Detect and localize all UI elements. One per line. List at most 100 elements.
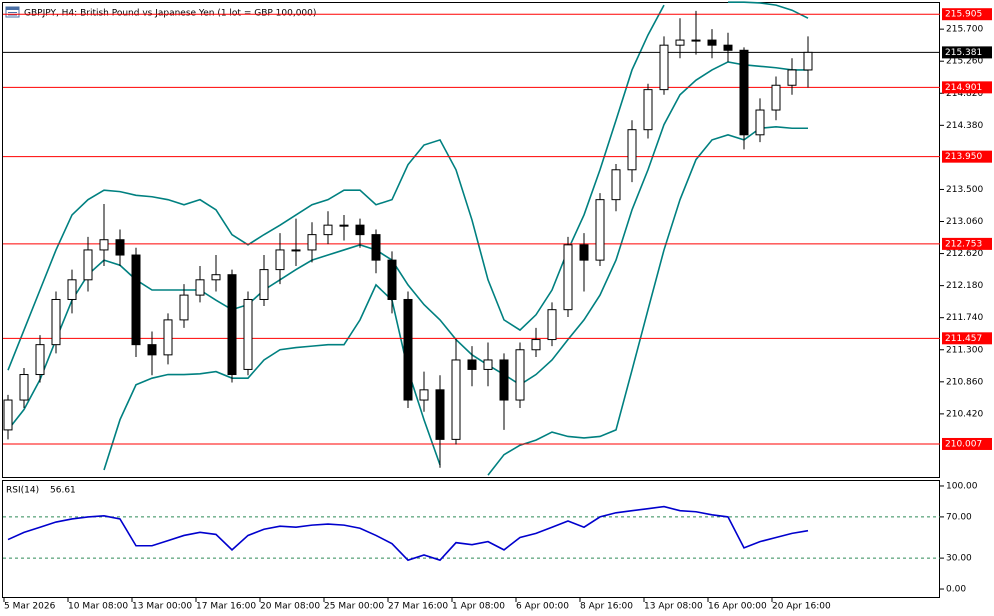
x-tick-label: 8 Apr 16:00 — [580, 602, 633, 612]
candle-body — [211, 274, 221, 281]
candle-body — [99, 239, 109, 251]
x-tick-label: 20 Apr 16:00 — [772, 602, 831, 612]
price-level-tag — [942, 81, 992, 94]
rsi-title: RSI(14) — [6, 486, 39, 496]
candle-body — [291, 249, 301, 252]
x-tick-label: 17 Mar 16:00 — [196, 602, 256, 612]
price-level-tag — [942, 237, 992, 250]
candle-body — [51, 298, 61, 346]
candle-body — [147, 344, 157, 356]
candle-body — [259, 269, 269, 300]
y-tick-label: 213.500 — [946, 185, 983, 195]
x-tick-label: 25 Mar 00:00 — [324, 602, 384, 612]
bollinger-lower — [103, 125, 808, 476]
candle-body — [595, 199, 605, 261]
candle-body — [403, 298, 413, 401]
candle-body — [547, 309, 557, 341]
candle-body — [723, 44, 733, 51]
candle-body — [227, 274, 237, 376]
candle-body — [419, 389, 429, 401]
bollinger-middle — [7, 61, 808, 431]
y-tick-label: 214.380 — [946, 121, 983, 131]
y-tick-label: 215.700 — [946, 25, 983, 35]
candle-body — [371, 234, 381, 261]
candle-body — [771, 84, 781, 111]
price-level-label: 215.905 — [945, 10, 982, 20]
price-level-tag — [942, 150, 992, 163]
price-level-label: 215.381 — [945, 48, 982, 58]
rsi-panel-frame — [2, 480, 940, 598]
candle-body — [19, 374, 29, 401]
rsi-current-value: 56.61 — [50, 486, 76, 496]
candle-body — [499, 359, 509, 401]
price-level-tag — [942, 332, 992, 345]
candle-body — [579, 244, 589, 261]
candle-body — [691, 39, 701, 42]
rsi-line — [7, 505, 809, 562]
price-level-tag — [942, 46, 992, 59]
candle-body — [659, 44, 669, 91]
y-tick-label: 100.00 — [946, 481, 978, 491]
candle-body — [387, 259, 397, 300]
y-tick-label: 211.740 — [946, 313, 983, 323]
price-panel-frame — [2, 2, 940, 478]
candle-body — [163, 319, 173, 356]
x-tick-label: 5 Mar 2026 — [4, 602, 56, 612]
candle-body — [627, 129, 637, 171]
bollinger-upper — [7, 1, 809, 371]
candle-body — [179, 294, 189, 321]
candle-body — [643, 89, 653, 131]
x-tick-label: 20 Mar 08:00 — [260, 602, 320, 612]
x-tick-label: 13 Mar 00:00 — [132, 602, 192, 612]
candle-body — [355, 224, 365, 236]
x-tick-label: 6 Apr 00:00 — [516, 602, 569, 612]
candle-body — [67, 279, 77, 300]
y-tick-label: 0.00 — [946, 585, 966, 595]
candle-body — [483, 359, 493, 370]
candle-body — [83, 249, 93, 281]
price-level-tag — [942, 8, 992, 21]
x-tick-label: 16 Apr 00:00 — [708, 602, 767, 612]
price-level-label: 210.007 — [945, 439, 982, 449]
candle-body — [195, 279, 205, 296]
candle-body — [131, 254, 141, 346]
chart-title: GBPJPY, H4: British Pound vs Japanese Ye… — [24, 9, 316, 19]
candle-body — [563, 244, 573, 311]
candle-body — [115, 239, 125, 256]
y-tick-label: 214.820 — [946, 89, 983, 99]
price-level-label: 212.753 — [945, 239, 982, 249]
candle-body — [323, 224, 333, 236]
candle-body — [435, 389, 445, 440]
y-tick-label: 212.180 — [946, 281, 983, 291]
candle-body — [35, 344, 45, 376]
candle-body — [803, 51, 813, 71]
symbol-icon — [5, 6, 20, 18]
x-tick-label: 27 Mar 16:00 — [388, 602, 448, 612]
x-tick-label: 13 Apr 08:00 — [644, 602, 703, 612]
price-level-label: 214.901 — [945, 83, 982, 93]
candle-body — [531, 339, 541, 351]
candle-body — [515, 349, 525, 401]
y-tick-label: 30.00 — [946, 554, 972, 564]
candle-body — [339, 224, 349, 227]
candle-body — [755, 109, 765, 136]
candle-body — [275, 249, 285, 271]
candle-body — [675, 39, 685, 46]
x-tick-label: 1 Apr 08:00 — [452, 602, 505, 612]
candle-body — [739, 49, 749, 136]
y-tick-label: 210.860 — [946, 377, 983, 387]
candle-body — [307, 234, 317, 251]
y-tick-label: 211.300 — [946, 345, 983, 355]
price-level-label: 213.950 — [945, 152, 982, 162]
y-tick-label: 215.260 — [946, 57, 983, 67]
y-tick-label: 212.620 — [946, 249, 983, 259]
x-tick-label: 10 Mar 08:00 — [68, 602, 128, 612]
candle-body — [467, 359, 477, 370]
y-tick-label: 210.420 — [946, 409, 983, 419]
price-level-label: 211.457 — [945, 334, 982, 344]
candle-body — [451, 359, 461, 440]
price-level-tag — [942, 437, 992, 450]
candle-body — [3, 399, 13, 431]
